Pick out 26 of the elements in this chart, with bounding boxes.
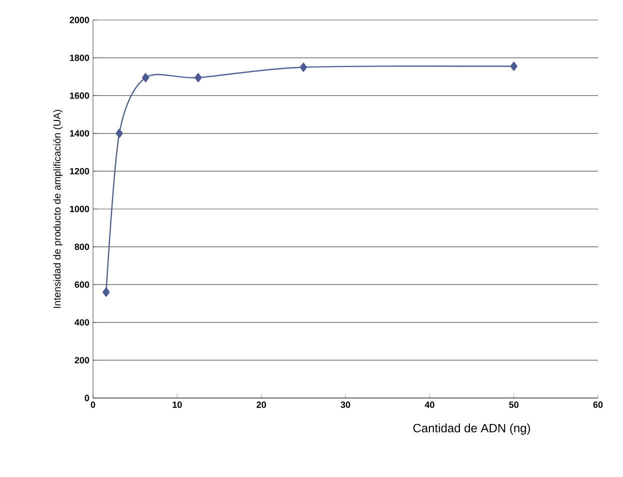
y-tick-label: 1400 (70, 130, 90, 137)
y-tick-label: 1000 (70, 206, 90, 212)
y-tick-label: 600 (74, 281, 90, 288)
y-tick-label: 1200 (70, 168, 90, 174)
x-axis-title: Cantidad de ADN (ng) (413, 424, 530, 435)
point (116, 128, 123, 138)
point (102, 288, 110, 297)
y-tick-label: 2000 (70, 16, 90, 24)
y-tick-label: 800 (74, 244, 90, 250)
point (194, 73, 202, 82)
y-tick-label: 0 (84, 394, 90, 402)
x-tick-label: 30 (340, 402, 350, 408)
x-tick-label: 20 (256, 402, 266, 408)
x-tick-label: 50 (509, 402, 518, 408)
point (300, 62, 308, 72)
y-tick-label: 1800 (70, 54, 90, 61)
y-tick-label: 400 (74, 319, 90, 326)
y-axis-title: Intensidad de producto de amplificación (UA) (53, 110, 63, 308)
y-tick-label: 200 (74, 357, 90, 364)
x-tick-label: 10 (172, 402, 182, 408)
x-tick-label: 60 (593, 402, 603, 408)
y-tick-label: 1600 (70, 92, 90, 99)
x-tick-label: 40 (424, 402, 434, 408)
point (142, 73, 150, 82)
x-tick-label: 0 (90, 402, 96, 408)
point (510, 62, 518, 71)
